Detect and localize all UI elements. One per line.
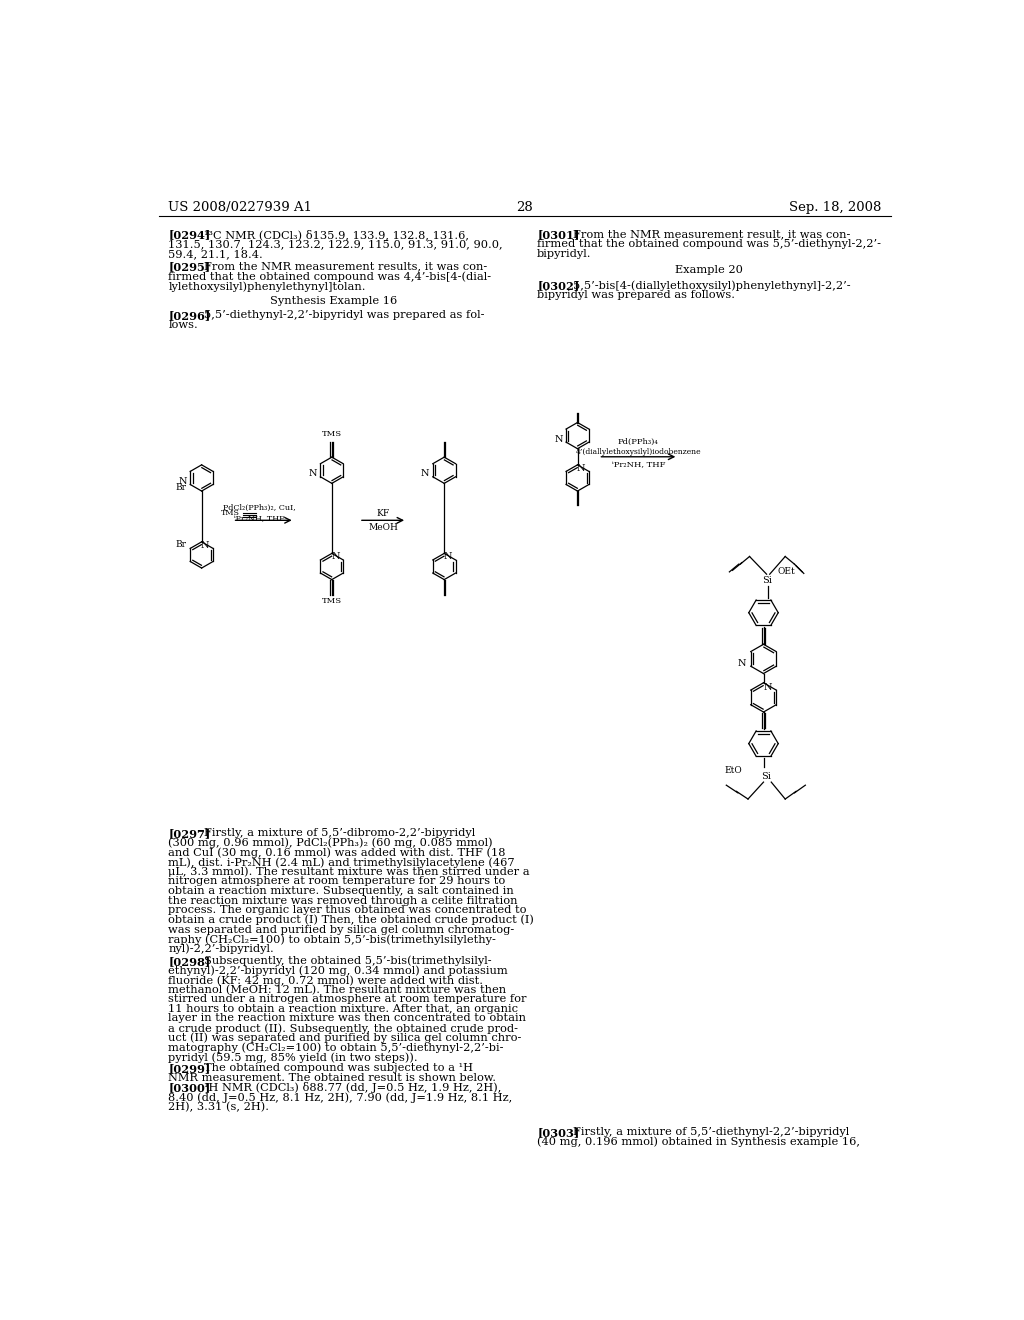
Text: N: N <box>201 541 210 550</box>
Text: the reaction mixture was removed through a celite filtration: the reaction mixture was removed through… <box>168 896 518 906</box>
Text: N: N <box>443 552 453 561</box>
Text: KF: KF <box>377 508 389 517</box>
Text: [0296]: [0296] <box>168 310 211 321</box>
Text: N: N <box>331 552 340 561</box>
Text: OEt: OEt <box>777 568 796 577</box>
Text: obtain a crude product (I) Then, the obtained crude product (I): obtain a crude product (I) Then, the obt… <box>168 915 535 925</box>
Text: and CuI (30 mg, 0.16 mmol) was added with dist. THF (18: and CuI (30 mg, 0.16 mmol) was added wit… <box>168 847 506 858</box>
Text: nyl)-2,2’-bipyridyl.: nyl)-2,2’-bipyridyl. <box>168 944 274 954</box>
Text: bipyridyl.: bipyridyl. <box>538 249 592 259</box>
Text: methanol (MeOH: 12 mL). The resultant mixture was then: methanol (MeOH: 12 mL). The resultant mi… <box>168 985 507 995</box>
Text: N: N <box>554 434 562 444</box>
Text: a crude product (II). Subsequently, the obtained crude prod-: a crude product (II). Subsequently, the … <box>168 1023 518 1034</box>
Text: raphy (CH₂Cl₂=100) to obtain 5,5’-bis(trimethylsilylethy-: raphy (CH₂Cl₂=100) to obtain 5,5’-bis(tr… <box>168 935 497 945</box>
Text: [0299]: [0299] <box>168 1063 211 1074</box>
Text: [0303]: [0303] <box>538 1127 580 1138</box>
Text: 5,5’-diethynyl-2,2’-bipyridyl was prepared as fol-: 5,5’-diethynyl-2,2’-bipyridyl was prepar… <box>204 310 484 319</box>
Text: TMS: TMS <box>220 510 240 517</box>
Text: μL, 3.3 mmol). The resultant mixture was then stirred under a: μL, 3.3 mmol). The resultant mixture was… <box>168 867 530 878</box>
Text: TMS: TMS <box>322 430 342 438</box>
Text: stirred under a nitrogen atmosphere at room temperature for: stirred under a nitrogen atmosphere at r… <box>168 994 526 1005</box>
Text: EtO: EtO <box>724 766 741 775</box>
Text: ethynyl)-2,2’-bipyridyl (120 mg, 0.34 mmol) and potassium: ethynyl)-2,2’-bipyridyl (120 mg, 0.34 mm… <box>168 965 508 975</box>
Text: PdCl₂(PPh₃)₂, CuI,: PdCl₂(PPh₃)₂, CuI, <box>223 503 296 511</box>
Text: process. The organic layer thus obtained was concentrated to: process. The organic layer thus obtained… <box>168 906 526 915</box>
Text: layer in the reaction mixture was then concentrated to obtain: layer in the reaction mixture was then c… <box>168 1014 526 1023</box>
Text: 8.40 (dd, J=0.5 Hz, 8.1 Hz, 2H), 7.90 (dd, J=1.9 Hz, 8.1 Hz,: 8.40 (dd, J=0.5 Hz, 8.1 Hz, 2H), 7.90 (d… <box>168 1092 513 1102</box>
Text: Synthesis Example 16: Synthesis Example 16 <box>269 296 397 306</box>
Text: Subsequently, the obtained 5,5’-bis(trimethylsilyl-: Subsequently, the obtained 5,5’-bis(trim… <box>204 956 492 966</box>
Text: Example 20: Example 20 <box>675 265 743 276</box>
Text: The obtained compound was subjected to a ¹H: The obtained compound was subjected to a… <box>204 1063 473 1073</box>
Text: ¹H NMR (CDCl₃) δ88.77 (dd, J=0.5 Hz, 1.9 Hz, 2H),: ¹H NMR (CDCl₃) δ88.77 (dd, J=0.5 Hz, 1.9… <box>204 1082 502 1093</box>
Text: ¹³C NMR (CDCl₃) δ135.9, 133.9, 132.8, 131.6,: ¹³C NMR (CDCl₃) δ135.9, 133.9, 132.8, 13… <box>204 230 469 240</box>
Text: [0297]: [0297] <box>168 829 211 840</box>
Text: From the NMR measurement results, it was con-: From the NMR measurement results, it was… <box>204 261 487 272</box>
Text: Si: Si <box>763 576 772 585</box>
Text: obtain a reaction mixture. Subsequently, a salt contained in: obtain a reaction mixture. Subsequently,… <box>168 886 514 896</box>
Text: N: N <box>178 477 186 486</box>
Text: ⁱPr₂NH, THF: ⁱPr₂NH, THF <box>234 515 285 523</box>
Text: Br: Br <box>175 483 186 491</box>
Text: N: N <box>421 469 429 478</box>
Text: 2H), 3.31 (s, 2H).: 2H), 3.31 (s, 2H). <box>168 1102 269 1111</box>
Text: [0301]: [0301] <box>538 230 580 240</box>
Text: 59.4, 21.1, 18.4.: 59.4, 21.1, 18.4. <box>168 249 263 259</box>
Text: lows.: lows. <box>168 321 198 330</box>
Text: MeOH: MeOH <box>368 523 398 532</box>
Text: [0294]: [0294] <box>168 230 211 240</box>
Text: [0302]: [0302] <box>538 280 580 292</box>
Text: (300 mg, 0.96 mmol), PdCl₂(PPh₃)₂ (60 mg, 0.085 mmol): (300 mg, 0.96 mmol), PdCl₂(PPh₃)₂ (60 mg… <box>168 838 493 849</box>
Text: N: N <box>577 463 586 473</box>
Text: From the NMR measurement result, it was con-: From the NMR measurement result, it was … <box>572 230 850 239</box>
Text: N: N <box>738 659 746 668</box>
Text: N: N <box>764 682 772 692</box>
Text: [0295]: [0295] <box>168 261 210 273</box>
Text: bipyridyl was prepared as follows.: bipyridyl was prepared as follows. <box>538 290 735 300</box>
Text: matography (CH₂Cl₂=100) to obtain 5,5’-diethynyl-2,2’-bi-: matography (CH₂Cl₂=100) to obtain 5,5’-d… <box>168 1043 504 1053</box>
Text: 11 hours to obtain a reaction mixture. After that, an organic: 11 hours to obtain a reaction mixture. A… <box>168 1003 518 1014</box>
Text: uct (II) was separated and purified by silica gel column chro-: uct (II) was separated and purified by s… <box>168 1032 521 1043</box>
Text: firmed that the obtained compound was 5,5’-diethynyl-2,2’-: firmed that the obtained compound was 5,… <box>538 239 882 249</box>
Text: pyridyl (59.5 mg, 85% yield (in two steps)).: pyridyl (59.5 mg, 85% yield (in two step… <box>168 1052 418 1063</box>
Text: TMS: TMS <box>322 597 342 605</box>
Text: lylethoxysilyl)phenylethynyl]tolan.: lylethoxysilyl)phenylethynyl]tolan. <box>168 281 366 292</box>
Text: firmed that the obtained compound was 4,4’-bis[4-(dial-: firmed that the obtained compound was 4,… <box>168 272 492 282</box>
Text: fluoride (KF: 42 mg, 0.72 mmol) were added with dist.: fluoride (KF: 42 mg, 0.72 mmol) were add… <box>168 975 483 986</box>
Text: (40 mg, 0.196 mmol) obtained in Synthesis example 16,: (40 mg, 0.196 mmol) obtained in Synthesi… <box>538 1137 860 1147</box>
Text: ⁱPr₂NH, THF: ⁱPr₂NH, THF <box>611 461 665 469</box>
Text: Pd(PPh₃)₄: Pd(PPh₃)₄ <box>617 437 658 446</box>
Text: was separated and purified by silica gel column chromatog-: was separated and purified by silica gel… <box>168 924 514 935</box>
Text: Sep. 18, 2008: Sep. 18, 2008 <box>788 201 882 214</box>
Text: US 2008/0227939 A1: US 2008/0227939 A1 <box>168 201 312 214</box>
Text: N: N <box>308 469 316 478</box>
Text: [0298]: [0298] <box>168 956 211 966</box>
Text: nitrogen atmosphere at room temperature for 29 hours to: nitrogen atmosphere at room temperature … <box>168 876 506 887</box>
Text: Si: Si <box>761 772 771 781</box>
Text: Firstly, a mixture of 5,5’-diethynyl-2,2’-bipyridyl: Firstly, a mixture of 5,5’-diethynyl-2,2… <box>572 1127 849 1137</box>
Text: [0300]: [0300] <box>168 1082 211 1093</box>
Text: 5,5’-bis[4-(diallylethoxysilyl)phenylethynyl]-2,2’-: 5,5’-bis[4-(diallylethoxysilyl)phenyleth… <box>572 280 851 290</box>
Text: mL), dist. i-Pr₂NH (2.4 mL) and trimethylsilylacetylene (467: mL), dist. i-Pr₂NH (2.4 mL) and trimethy… <box>168 857 515 867</box>
Text: 131.5, 130.7, 124.3, 123.2, 122.9, 115.0, 91.3, 91.0, 90.0,: 131.5, 130.7, 124.3, 123.2, 122.9, 115.0… <box>168 239 503 249</box>
Text: Firstly, a mixture of 5,5’-dibromo-2,2’-bipyridyl: Firstly, a mixture of 5,5’-dibromo-2,2’-… <box>204 829 475 838</box>
Text: Br: Br <box>175 540 186 549</box>
Text: 28: 28 <box>516 201 534 214</box>
Text: NMR measurement. The obtained result is shown below.: NMR measurement. The obtained result is … <box>168 1073 497 1082</box>
Text: 4’(diallylethoxysilyl)iodobenzene: 4’(diallylethoxysilyl)iodobenzene <box>575 447 701 455</box>
